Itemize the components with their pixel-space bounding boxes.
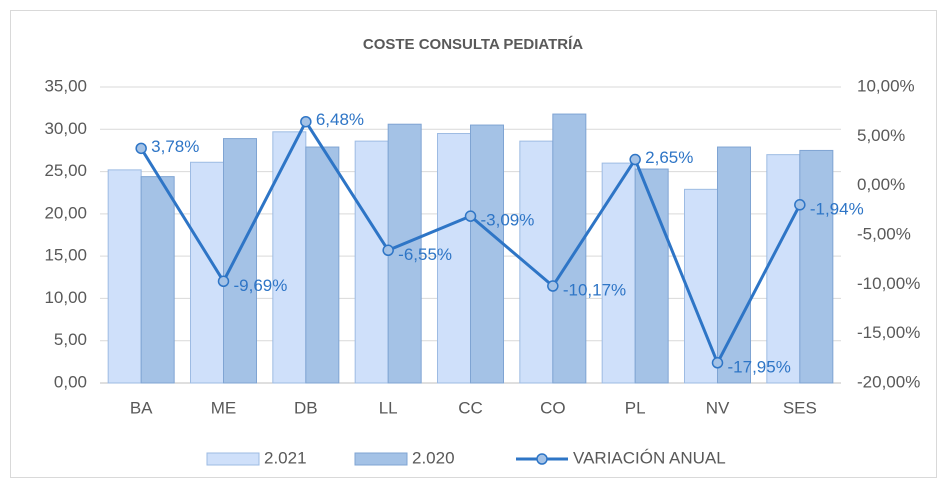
line-marker [547,280,559,292]
bar [437,133,471,384]
y-tick-label: 0,00 [54,372,87,391]
x-tick-label: DB [294,398,318,417]
x-tick-label: NV [706,398,730,417]
legend-swatch [354,452,408,466]
data-label: -1,94% [810,199,864,218]
bar [634,168,669,384]
y-tick-label: 30,00 [44,119,87,138]
x-tick-label: ME [211,398,237,417]
y2-tick-label: -20,00% [857,372,920,391]
y2-tick-label: -10,00% [857,274,920,293]
y2-tick-label: 0,00% [857,175,905,194]
data-label: 6,48% [316,110,364,129]
y2-tick-label: 10,00% [857,76,915,95]
bar [552,113,587,384]
data-label: -3,09% [481,211,535,230]
data-label: 2,65% [645,148,693,167]
bar [354,140,389,384]
y2-tick-label: -5,00% [857,224,911,243]
line-marker [794,199,806,211]
x-tick-label: BA [130,398,153,417]
data-label: -10,17% [563,280,626,299]
line-marker [464,210,477,222]
line-marker [135,142,147,155]
y2-tick-label: 5,00% [857,126,905,145]
bar [305,146,340,384]
chart-title: COSTE CONSULTA PEDIATRÍA [363,36,583,53]
line-marker [711,357,724,369]
y-tick-label: 10,00 [44,288,87,307]
x-tick-label: SES [783,398,817,417]
legend-label: VARIACIÓN ANUAL [573,448,726,467]
y-tick-label: 5,00 [54,330,87,349]
legend-label: 2.021 [264,448,307,467]
data-label: -9,69% [234,276,288,295]
y-tick-label: 35,00 [44,76,87,95]
bar [272,131,307,384]
bar [799,149,834,384]
y-tick-label: 15,00 [44,246,87,265]
bar [601,162,636,384]
y-tick-label: 20,00 [44,203,87,222]
bar [223,138,257,384]
line-marker [217,275,230,288]
x-tick-label: PL [625,398,646,417]
bar [766,154,801,384]
bar [387,123,422,384]
y2-tick-label: -15,00% [857,323,920,342]
line-marker [629,153,641,166]
bar [470,124,504,384]
bar [107,169,142,384]
y-tick-label: 25,00 [44,161,87,180]
x-tick-label: LL [379,398,398,417]
x-tick-label: CO [540,398,566,417]
legend-swatch [206,452,260,466]
data-label: -17,95% [728,357,791,376]
legend-marker [536,453,548,465]
bar [717,146,751,384]
line-marker [300,115,312,128]
data-label: -6,55% [398,245,452,264]
bar [140,176,175,384]
line-marker [382,244,394,257]
data-label: 3,78% [151,137,199,156]
legend-label: 2.020 [412,448,455,467]
x-tick-label: CC [458,398,483,417]
